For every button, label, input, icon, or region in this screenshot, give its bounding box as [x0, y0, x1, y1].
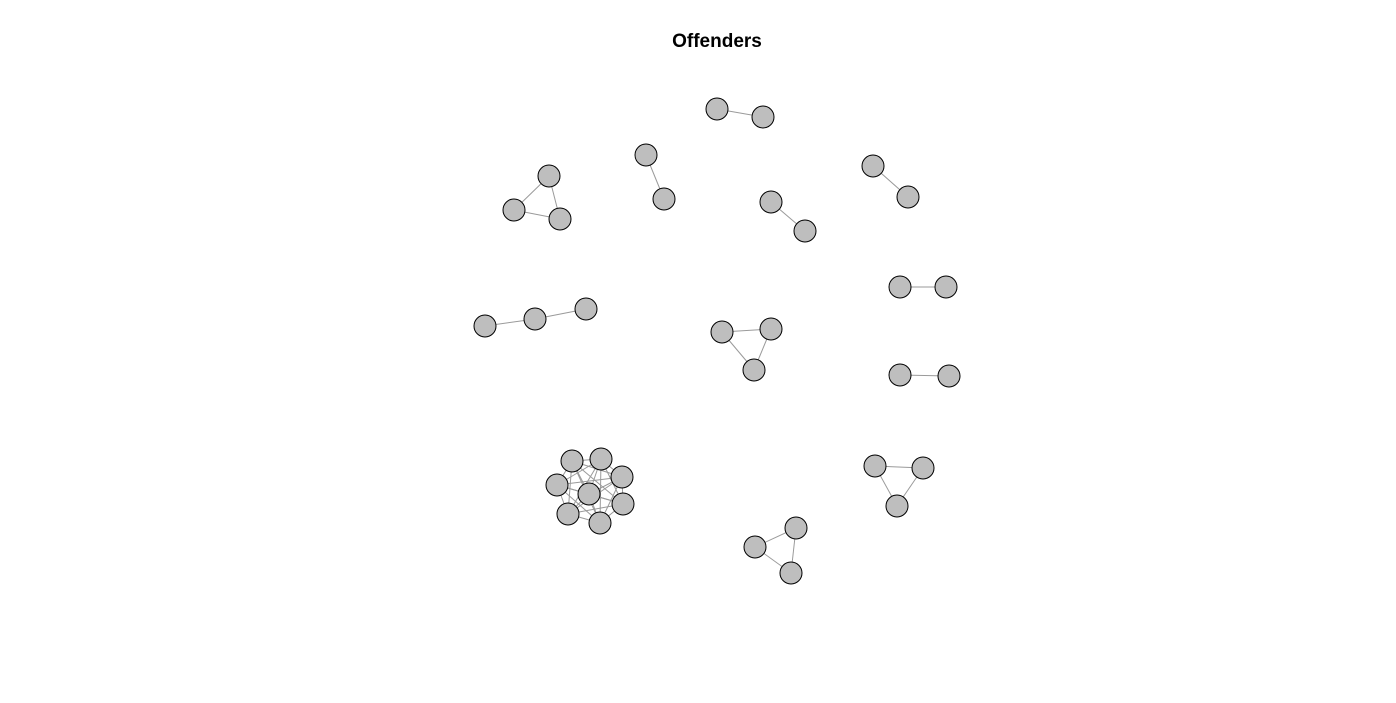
network-node: [473, 314, 497, 338]
network-node: [589, 447, 613, 471]
node-layer: [473, 97, 961, 585]
network-node: [548, 207, 572, 231]
network-node: [911, 456, 935, 480]
network-node: [634, 143, 658, 167]
network-node: [885, 494, 909, 518]
network-node: [888, 363, 912, 387]
network-node: [574, 297, 598, 321]
network-node: [793, 219, 817, 243]
network-node: [759, 317, 783, 341]
network-node: [545, 473, 569, 497]
network-node: [888, 275, 912, 299]
network-node: [537, 164, 561, 188]
network-node: [611, 492, 635, 516]
network-node: [705, 97, 729, 121]
network-node: [610, 465, 634, 489]
network-node: [710, 320, 734, 344]
network-node: [934, 275, 958, 299]
network-node: [502, 198, 526, 222]
network-node: [556, 502, 580, 526]
network-node: [577, 482, 601, 506]
network-node: [759, 190, 783, 214]
plot-title: Offenders: [672, 31, 762, 52]
network-node: [937, 364, 961, 388]
network-node: [743, 535, 767, 559]
network-node: [784, 516, 808, 540]
network-node: [588, 511, 612, 535]
network-node: [861, 154, 885, 178]
network-node: [652, 187, 676, 211]
network-node: [751, 105, 775, 129]
network-node: [863, 454, 887, 478]
network-node: [896, 185, 920, 209]
network-node: [742, 358, 766, 382]
network-node: [560, 449, 584, 473]
network-node: [523, 307, 547, 331]
network-node: [779, 561, 803, 585]
